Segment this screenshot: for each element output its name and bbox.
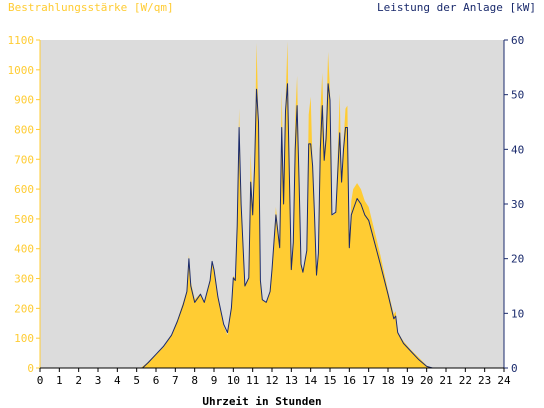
right-axis-ticks: 0 10 20 30 40 50 60 — [504, 34, 524, 375]
x-tick-label: 13 — [285, 374, 298, 387]
x-tick-label: 5 — [133, 374, 140, 387]
right-tick-label: 10 — [511, 307, 524, 320]
x-tick-label: 16 — [343, 374, 356, 387]
x-tick-label: 11 — [246, 374, 259, 387]
right-tick-label: 30 — [511, 198, 524, 211]
right-tick-label: 50 — [511, 89, 524, 102]
left-axis-ticks: 0 100 200 300 400 500 600 700 800 900 1000 1100 — [8, 34, 40, 375]
x-tick-label: 19 — [401, 374, 414, 387]
x-tick-label: 12 — [265, 374, 278, 387]
x-tick-label: 20 — [420, 374, 433, 387]
left-tick-label: 600 — [14, 183, 34, 196]
left-axis-title: Bestrahlungsstärke [W/qm] — [8, 1, 174, 14]
x-axis-label: Uhrzeit in Stunden — [202, 395, 321, 408]
right-tick-label: 60 — [511, 34, 524, 47]
right-tick-label: 40 — [511, 143, 524, 156]
left-tick-label: 1100 — [8, 34, 35, 47]
left-tick-label: 400 — [14, 243, 34, 256]
x-tick-label: 18 — [381, 374, 394, 387]
left-tick-label: 900 — [14, 94, 34, 107]
x-tick-label: 2 — [75, 374, 82, 387]
left-tick-label: 800 — [14, 123, 34, 136]
power-line — [40, 83, 504, 369]
right-tick-label: 0 — [511, 362, 518, 375]
left-tick-label: 100 — [14, 332, 34, 345]
left-tick-label: 300 — [14, 273, 34, 286]
left-tick-label: 0 — [27, 362, 34, 375]
x-tick-label: 17 — [362, 374, 375, 387]
x-tick-label: 14 — [304, 374, 318, 387]
x-tick-label: 0 — [37, 374, 44, 387]
x-tick-label: 3 — [95, 374, 102, 387]
right-tick-label: 20 — [511, 253, 524, 266]
x-tick-label: 15 — [323, 374, 336, 387]
left-tick-label: 1000 — [8, 64, 35, 77]
series-layer — [40, 41, 504, 369]
x-tick-label: 4 — [114, 374, 121, 387]
x-tick-label: 7 — [172, 374, 179, 387]
left-tick-label: 700 — [14, 153, 34, 166]
x-tick-label: 23 — [478, 374, 491, 387]
x-tick-label: 24 — [497, 374, 511, 387]
right-axis-title: Leistung der Anlage [kW] — [377, 1, 536, 14]
x-axis-ticks: 0 1 2 3 4 5 6 7 8 9 10 11 12 13 14 15 16 17 18 19 20 21 22 23 24 — [37, 368, 511, 387]
left-tick-label: 500 — [14, 213, 34, 226]
x-tick-label: 10 — [227, 374, 240, 387]
x-tick-label: 8 — [191, 374, 198, 387]
x-tick-label: 22 — [459, 374, 472, 387]
x-tick-label: 1 — [56, 374, 63, 387]
x-tick-label: 9 — [211, 374, 218, 387]
irradiance-area — [40, 41, 504, 368]
x-tick-label: 21 — [439, 374, 452, 387]
left-tick-label: 200 — [14, 302, 34, 315]
x-tick-label: 6 — [153, 374, 160, 387]
